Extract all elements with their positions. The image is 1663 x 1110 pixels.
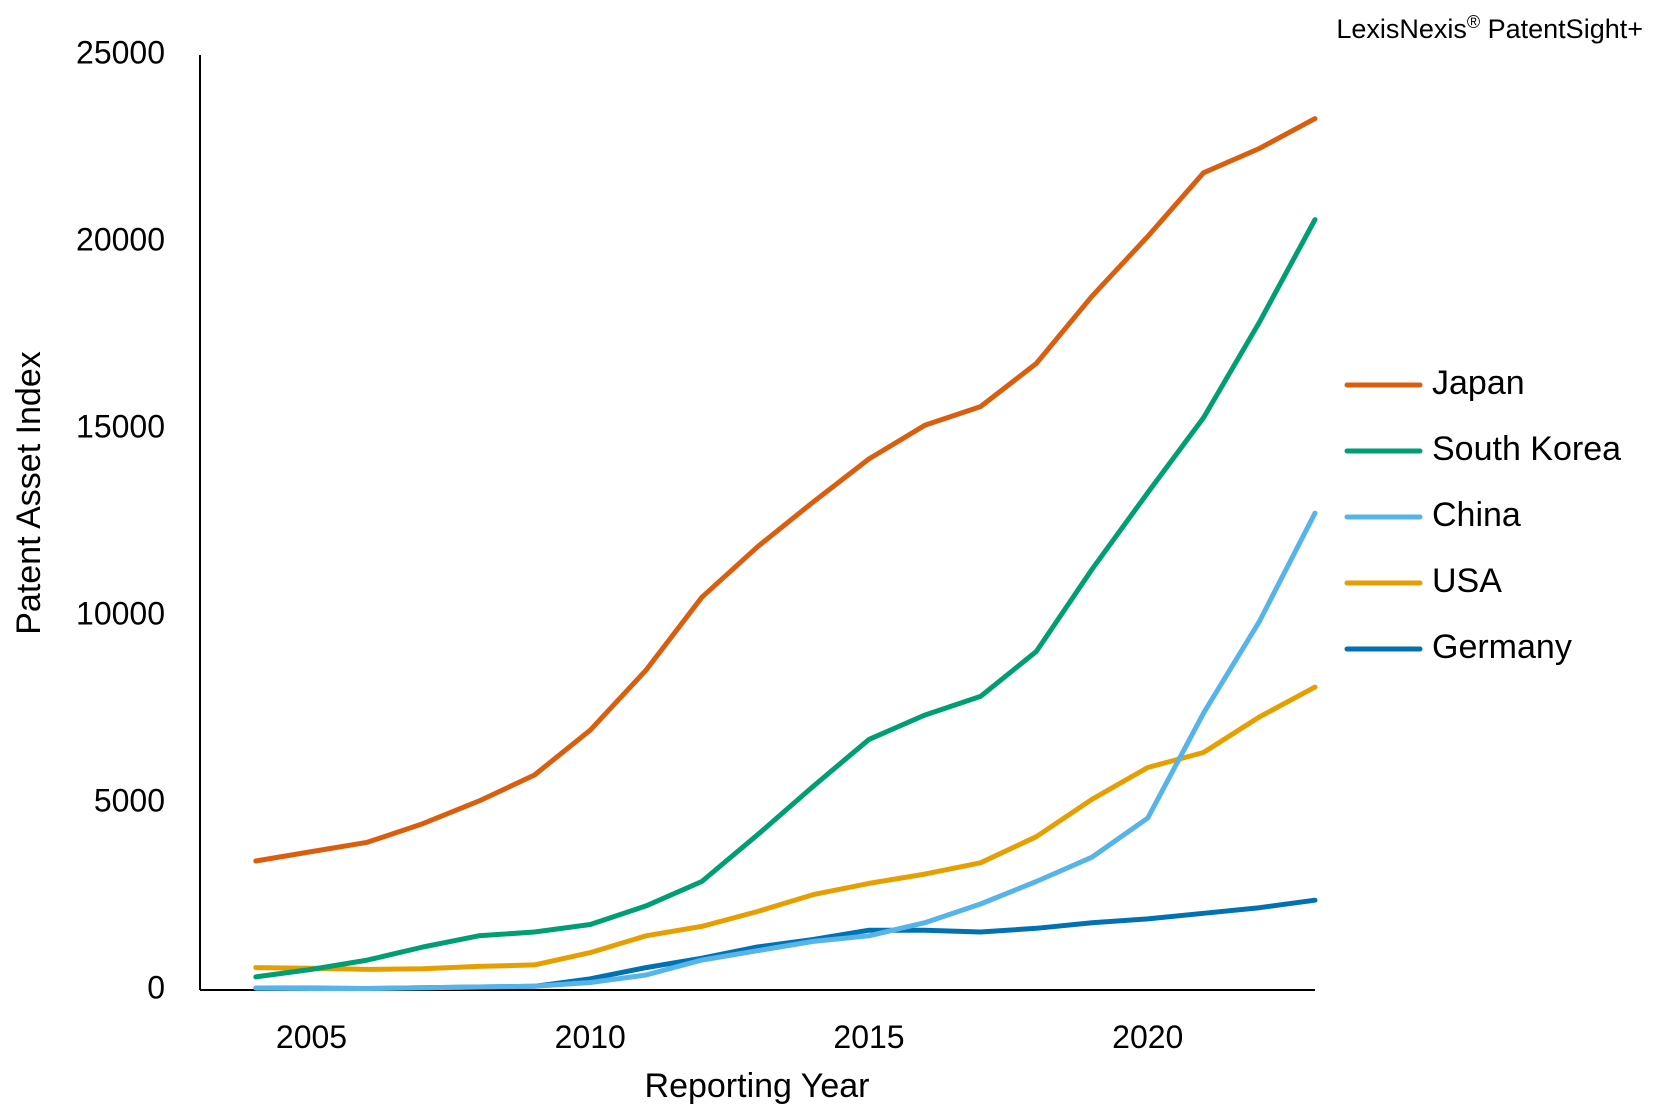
source-credit: LexisNexis® PatentSight+: [1336, 12, 1643, 45]
y-tick-label: 10000: [76, 595, 165, 631]
series-line-china: [253, 510, 1318, 991]
x-tick-label: 2015: [833, 1019, 904, 1055]
series-lines: [253, 116, 1318, 991]
legend-label-usa: USA: [1432, 562, 1502, 600]
legend-label-china: China: [1432, 496, 1521, 534]
chart-legend: Japan South Korea China USA Germany: [1344, 364, 1621, 666]
source-brand: LexisNexis: [1336, 14, 1467, 44]
y-tick-label: 20000: [76, 221, 165, 257]
x-tick-label: 2005: [276, 1019, 347, 1055]
legend-label-germany: Germany: [1432, 628, 1572, 666]
y-tick-labels: 0 5000 10000 15000 20000 25000: [76, 34, 165, 1005]
chart-axes: [199, 55, 1315, 991]
registered-mark: ®: [1466, 12, 1481, 32]
series-line-usa: [253, 684, 1318, 972]
x-tick-label: 2020: [1112, 1019, 1183, 1055]
legend-label-japan: Japan: [1432, 364, 1525, 402]
x-tick-label: 2010: [555, 1019, 626, 1055]
x-axis-title: Reporting Year: [645, 1067, 870, 1105]
y-tick-label: 25000: [76, 34, 165, 70]
source-product: PatentSight+: [1480, 14, 1643, 44]
y-tick-label: 5000: [94, 782, 165, 818]
y-tick-label: 0: [147, 969, 165, 1005]
series-line-south-korea: [253, 217, 1318, 980]
x-tick-labels: 2005 2010 2015 2020: [276, 1019, 1183, 1055]
y-tick-label: 15000: [76, 408, 165, 444]
y-axis-title: Patent Asset Index: [10, 351, 48, 635]
series-line-japan: [253, 116, 1318, 864]
legend-label-south-korea: South Korea: [1432, 430, 1621, 468]
